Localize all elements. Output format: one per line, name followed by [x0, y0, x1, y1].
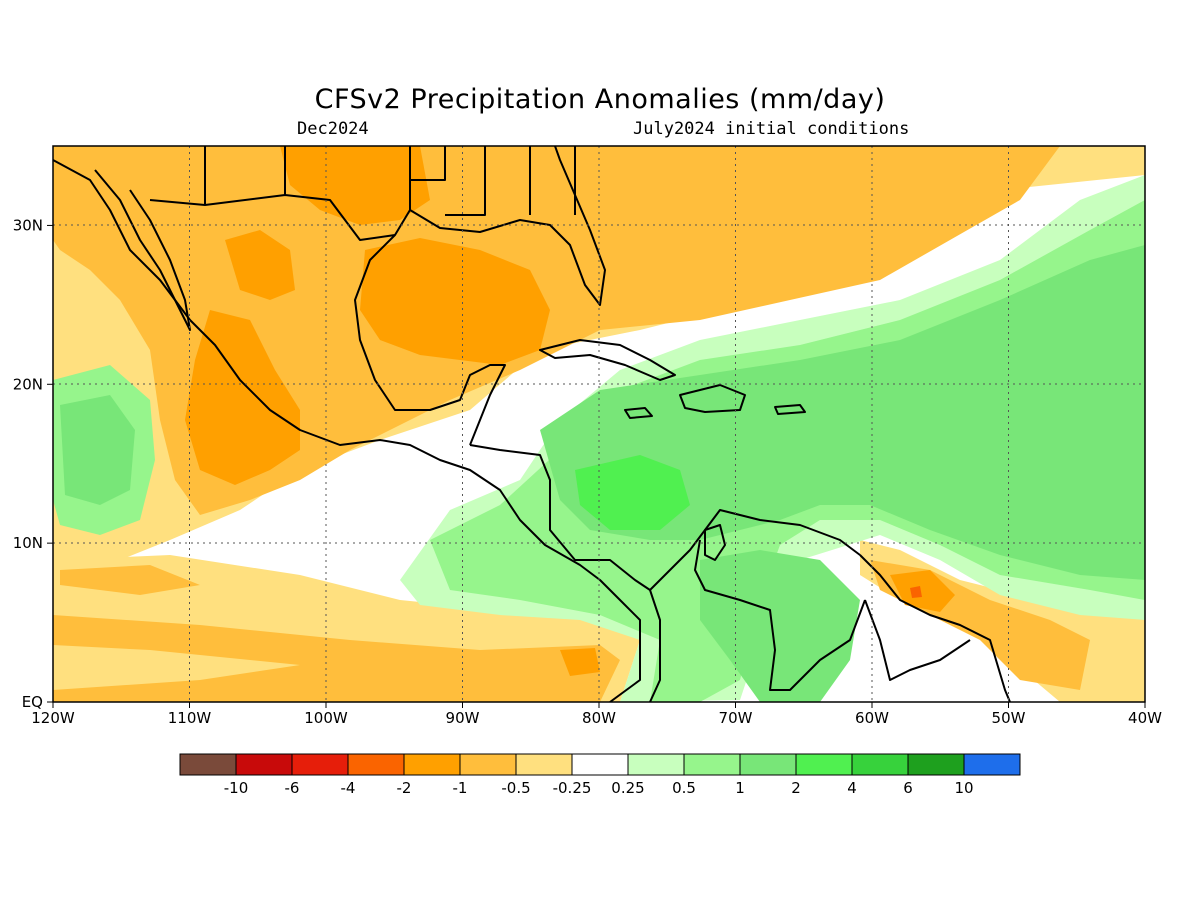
coastlines [53, 146, 1011, 702]
wet-anomaly-strong-tropics [540, 245, 1145, 580]
colorbar-swatch [683, 753, 741, 776]
colorbar-label: -10 [224, 779, 249, 797]
coastline-hispaniola [679, 384, 746, 413]
dry-anomaly-mid-south [53, 615, 620, 702]
y-tick-label: 10N [13, 534, 43, 552]
x-tick-label: 60W [855, 709, 889, 727]
latitude-axis: EQ 10N 20N 30N [13, 216, 53, 711]
border-venezuela-colombia [694, 539, 866, 691]
colorbar-swatch [851, 753, 909, 776]
y-tick-label: EQ [22, 693, 43, 711]
x-tick-label: 50W [992, 709, 1026, 727]
dry-anomaly-extreme-guianas [910, 586, 922, 598]
dry-anomaly-strong-colombia-coast [560, 648, 600, 676]
colorbar-swatch [739, 753, 797, 776]
colorbar-swatch [403, 753, 461, 776]
longitude-axis: 120W 110W 100W 90W 80W 70W 60W 50W 40W [31, 702, 1162, 727]
wet-anomaly-extreme-caribbean [575, 455, 690, 530]
colorbar-label: -0.5 [501, 779, 530, 797]
dry-anomaly-mid-south-band [60, 565, 200, 595]
colorbar-label: -2 [397, 779, 412, 797]
colorbar-label: -6 [285, 779, 300, 797]
dry-anomaly-strong-texas [280, 146, 430, 225]
dry-anomaly-strong-guianas [890, 570, 955, 612]
y-tick-label: 20N [13, 375, 43, 393]
colorbar-label: 0.25 [611, 779, 644, 797]
x-tick-label: 90W [446, 709, 480, 727]
colorbar-label: 0.5 [672, 779, 696, 797]
colorbar-swatch [235, 753, 293, 776]
colorbar-swatch [571, 753, 629, 776]
colorbar-swatch [963, 753, 1021, 776]
dry-anomaly-strong-gulf [360, 238, 550, 365]
colorbar: -10 -6 -4 -2 -1 -0.5 -0.25 0.25 0.5 1 2 4 6 10 [179, 753, 1021, 797]
coastline-south-america-north [649, 554, 1011, 702]
coastline-mexico-pacific [53, 159, 641, 702]
colorbar-swatch [515, 753, 573, 776]
dry-anomaly-strong-mexico [185, 310, 300, 485]
colorbar-label: -0.25 [553, 779, 592, 797]
y-tick-label: 30N [13, 216, 43, 234]
colorbar-swatch [291, 753, 349, 776]
colorbar-swatch [347, 753, 405, 776]
colorbar-label: 10 [954, 779, 973, 797]
colorbar-label: -4 [341, 779, 356, 797]
x-tick-label: 40W [1128, 709, 1162, 727]
colorbar-swatch [627, 753, 685, 776]
border-us-states [204, 146, 576, 216]
colorbar-label: 2 [791, 779, 801, 797]
x-tick-label: 80W [582, 709, 616, 727]
map-field [53, 146, 1145, 702]
x-tick-label: 120W [31, 709, 75, 727]
colorbar-swatch [459, 753, 517, 776]
coastline-baja-california [94, 169, 191, 331]
coastline-jamaica [624, 407, 653, 419]
initial-conditions-label: July2024 initial conditions [633, 119, 910, 139]
colorbar-label: -1 [453, 779, 468, 797]
x-tick-label: 70W [719, 709, 753, 727]
map-title: CFSv2 Precipitation Anomalies (mm/day) [314, 84, 886, 115]
border-us-mexico [149, 146, 396, 241]
colorbar-swatch [907, 753, 965, 776]
border-guianas [864, 599, 971, 681]
colorbar-swatch [179, 753, 237, 776]
coastline-central-america-caribbean [469, 444, 861, 591]
wet-anomaly-strong-pacific-west [60, 395, 135, 505]
lake-maracaibo [704, 524, 726, 561]
coastline-gulf-of-mexico [354, 146, 506, 446]
colorbar-swatch [795, 753, 853, 776]
wet-anomaly-strong-venezuela [700, 550, 860, 702]
x-tick-label: 110W [168, 709, 212, 727]
map-grid [53, 146, 1145, 702]
colorbar-label: 4 [847, 779, 857, 797]
coastline-cuba [539, 339, 676, 381]
x-tick-label: 100W [304, 709, 348, 727]
colorbar-label: 6 [903, 779, 913, 797]
coastline-puerto-rico [774, 404, 806, 415]
dry-anomaly-strong-gulf-west [225, 230, 295, 300]
dry-anomaly-mid-north [53, 146, 1060, 515]
valid-month-label: Dec2024 [297, 119, 369, 139]
colorbar-label: 1 [735, 779, 745, 797]
